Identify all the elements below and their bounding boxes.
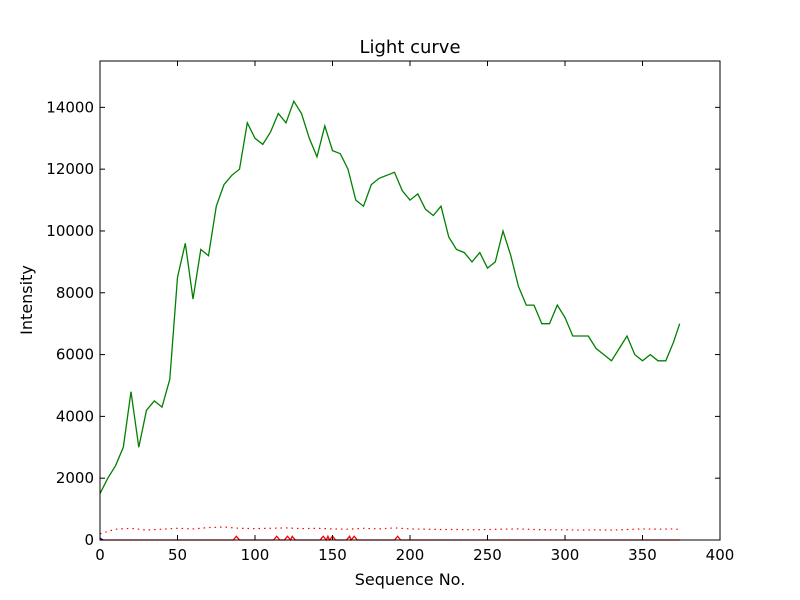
y-tick-label: 4000	[56, 407, 94, 425]
y-tick-label: 0	[84, 531, 94, 549]
x-tick-label: 50	[168, 546, 187, 564]
series-line-0	[99, 99, 681, 494]
x-tick-label: 250	[473, 546, 502, 564]
axis-ticks: 0 50 100 150 200 250 300 350 4000200040006000800…	[46, 61, 734, 564]
x-tick-label: 350	[628, 546, 657, 564]
x-tick-label: 0	[95, 546, 105, 564]
x-axis-title: Sequence No.	[355, 570, 466, 589]
y-tick-label: 6000	[56, 346, 94, 364]
y-tick-label: 2000	[56, 469, 94, 487]
y-tick-label: 10000	[46, 222, 94, 240]
y-tick-label: 12000	[46, 160, 94, 178]
plot-frame	[99, 60, 721, 541]
chart-title: Light curve	[359, 37, 460, 58]
y-tick-label: 14000	[46, 98, 94, 116]
y-tick-label: 8000	[56, 284, 94, 302]
x-tick-label: 200	[396, 546, 425, 564]
x-tick-label: 100	[241, 546, 270, 564]
series-line-2	[100, 534, 680, 542]
x-tick-label: 400	[706, 546, 735, 564]
plot-area	[99, 99, 681, 542]
x-tick-label: 150	[318, 546, 347, 564]
x-tick-label: 300	[551, 546, 580, 564]
series-line-1	[99, 526, 680, 535]
y-axis-title: Intensity	[17, 265, 36, 335]
